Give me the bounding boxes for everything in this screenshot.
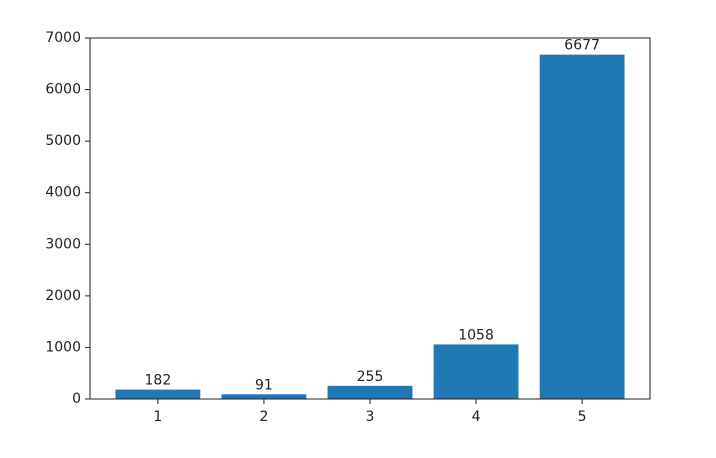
x-tick-label: 2 <box>259 409 268 425</box>
bar <box>115 389 201 399</box>
bar <box>221 394 307 399</box>
data-label: 91 <box>255 377 273 393</box>
y-tick-label: 5000 <box>45 133 81 149</box>
x-tick-label: 5 <box>578 409 587 425</box>
y-tick-label: 1000 <box>45 339 81 355</box>
bar <box>539 54 625 400</box>
y-tick-label: 0 <box>72 391 81 407</box>
bar <box>433 344 519 399</box>
x-tick-label: 1 <box>153 409 162 425</box>
data-label: 1058 <box>458 327 494 343</box>
data-label: 182 <box>145 373 172 389</box>
y-tick-label: 6000 <box>45 82 81 98</box>
plot-frame <box>89 37 651 400</box>
data-label: 255 <box>357 369 384 385</box>
y-tick-label: 7000 <box>45 30 81 46</box>
bar <box>327 385 413 399</box>
y-tick-label: 4000 <box>45 185 81 201</box>
x-tick-label: 3 <box>366 409 375 425</box>
y-tick-label: 2000 <box>45 288 81 304</box>
x-tick-label: 4 <box>472 409 481 425</box>
data-label: 6677 <box>564 38 600 54</box>
y-tick-label: 3000 <box>45 236 81 252</box>
